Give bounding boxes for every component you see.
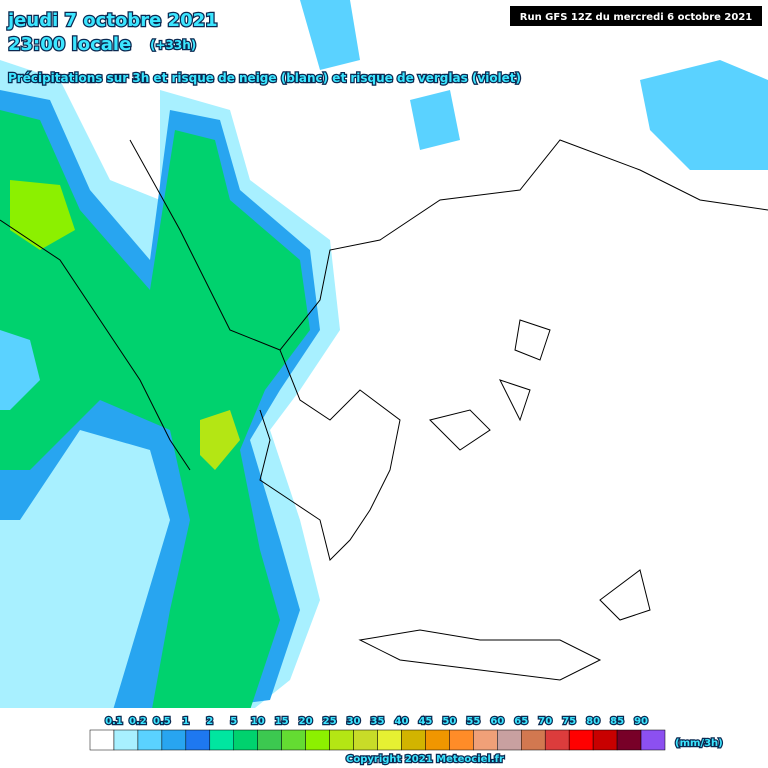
legend-swatch <box>521 729 546 751</box>
coastlines <box>0 139 768 681</box>
legend-label: 10 <box>251 716 265 727</box>
copyright: Copyright 2021 Meteociel.fr <box>346 754 504 765</box>
legend-label: 0.1 <box>105 716 123 727</box>
legend-label: 2 <box>206 716 213 727</box>
legend-swatch <box>161 729 187 751</box>
unit: (mm/3h) <box>675 738 723 749</box>
legend-label: 20 <box>299 716 313 727</box>
legend-swatch <box>401 729 426 751</box>
legend-swatch <box>616 729 642 751</box>
legend-swatch <box>281 729 306 751</box>
legend-label: 30 <box>347 716 361 727</box>
legend-swatch <box>233 729 258 751</box>
legend-label: 45 <box>418 716 432 727</box>
legend-swatch <box>473 729 498 751</box>
legend-label: 0.5 <box>153 716 171 727</box>
legend-swatch <box>89 729 115 751</box>
date: jeudi 7 octobre 2021 <box>7 10 218 31</box>
legend-swatch <box>568 729 594 751</box>
legend-label: 35 <box>371 716 385 727</box>
legend-swatch <box>257 729 282 751</box>
legend-swatch <box>137 729 163 751</box>
legend-label: 80 <box>586 716 600 727</box>
legend-label: 60 <box>490 716 504 727</box>
legend-swatch <box>185 729 211 751</box>
lead-time: (+33h) <box>150 38 196 52</box>
legend-label: 1 <box>182 716 189 727</box>
legend-label: 40 <box>394 716 408 727</box>
legend-label: 65 <box>514 716 528 727</box>
legend-swatch <box>353 729 378 751</box>
run-info: Run GFS 12Z du mercredi 6 octobre 2021 <box>520 12 753 23</box>
legend-swatch <box>640 729 666 751</box>
legend-swatch <box>377 729 402 751</box>
legend-label: 25 <box>323 716 337 727</box>
legend: 0.1 0.2 0.5 1 2 5 10 15 20 25 30 35 40 45 50 55 60 65 70 75… <box>89 715 666 751</box>
legend-label: 90 <box>634 716 648 727</box>
legend-label: 55 <box>466 716 480 727</box>
precipitation <box>0 0 768 720</box>
legend-label: 75 <box>562 716 576 727</box>
legend-label: 0.2 <box>129 716 147 727</box>
legend-swatch <box>449 729 474 751</box>
legend-swatch <box>305 729 330 751</box>
legend-swatch <box>329 729 354 751</box>
legend-swatch <box>544 729 570 751</box>
legend-swatch <box>592 729 618 751</box>
legend-swatch <box>497 729 522 751</box>
time: 23:00 locale <box>8 34 131 55</box>
legend-swatch <box>209 729 235 751</box>
legend-label: 85 <box>610 716 624 727</box>
legend-label: 5 <box>230 716 237 727</box>
run-box <box>510 6 762 26</box>
legend-label: 70 <box>538 716 552 727</box>
legend-swatch <box>425 729 450 751</box>
legend-label: 50 <box>442 716 456 727</box>
legend-swatch <box>113 729 139 751</box>
subtitle: Précipitations sur 3h et risque de neige… <box>8 71 521 85</box>
legend-label: 15 <box>275 716 289 727</box>
